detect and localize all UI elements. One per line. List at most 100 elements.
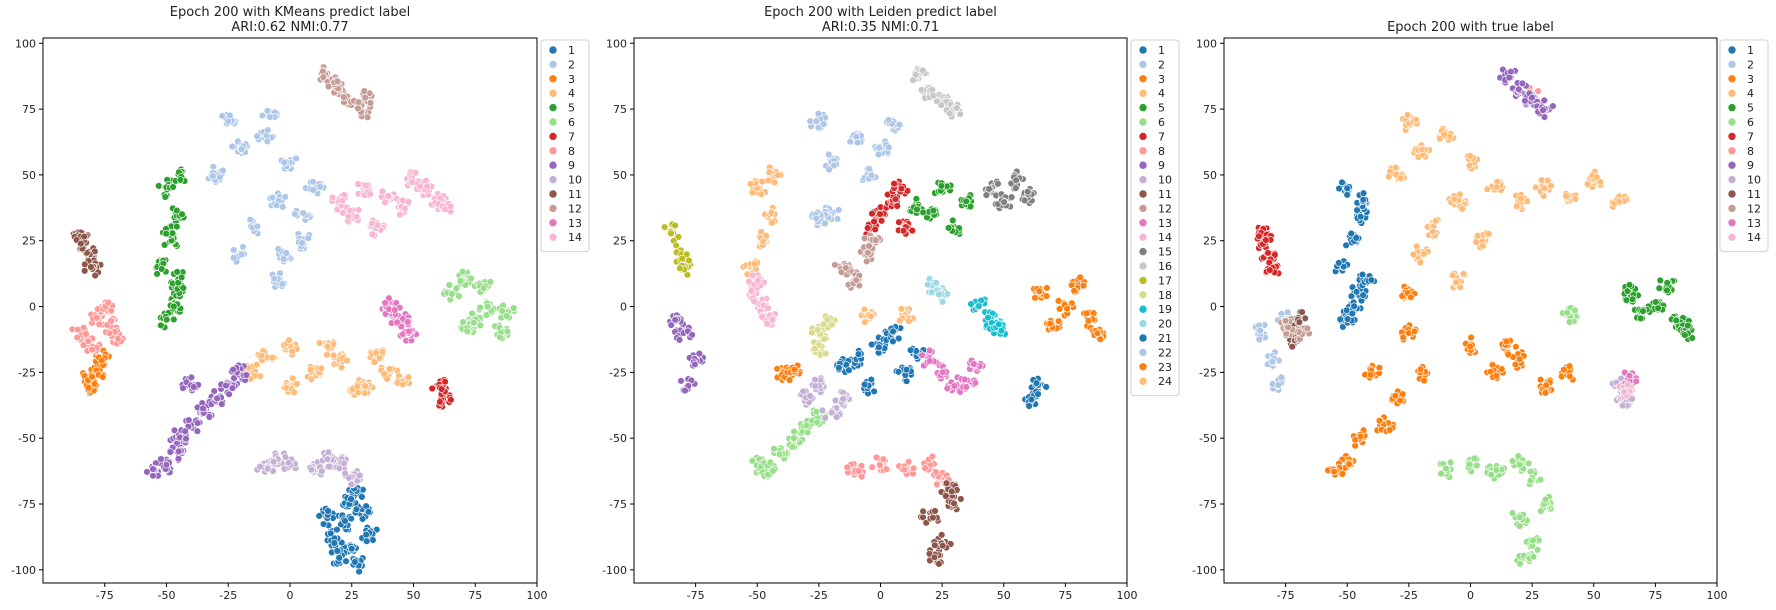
- scatter-point: [932, 279, 940, 287]
- scatter-point: [307, 466, 316, 474]
- scatter-point: [671, 221, 679, 230]
- scatter-point: [173, 268, 181, 276]
- legend-label: 5: [568, 102, 575, 115]
- scatter-point: [1281, 317, 1290, 325]
- cluster-13: [918, 346, 987, 396]
- scatter-point: [825, 150, 833, 159]
- legend-marker: [1138, 218, 1148, 228]
- legend-label: 22: [1158, 346, 1172, 359]
- scatter-point: [821, 414, 829, 422]
- scatter-point: [827, 408, 836, 417]
- scatter-point: [362, 181, 370, 190]
- scatter-point: [470, 319, 478, 327]
- scatter-point: [510, 304, 518, 312]
- scatter-point: [346, 206, 354, 215]
- scatter-point: [942, 479, 951, 487]
- scatter-point: [852, 276, 860, 284]
- cluster-3: [79, 347, 113, 397]
- y-tick-label: -100: [602, 564, 627, 577]
- scatter-point: [1035, 287, 1044, 295]
- scatter-point: [256, 462, 264, 471]
- scatter-point: [821, 219, 829, 228]
- legend-label: 13: [1158, 217, 1172, 230]
- scatter-point: [1266, 266, 1274, 274]
- legend-marker: [548, 175, 558, 184]
- scatter-point: [375, 354, 384, 362]
- scatter-point: [925, 346, 934, 355]
- scatter-point: [884, 116, 893, 124]
- scatter-point: [1403, 111, 1412, 119]
- scatter-point: [445, 281, 453, 289]
- y-tick-label: 25: [22, 235, 36, 248]
- scatter-point: [1512, 202, 1521, 211]
- scatter-point: [281, 193, 289, 201]
- scatter-point: [867, 312, 875, 320]
- legend-label: 4: [1747, 87, 1754, 100]
- scatter-point: [1540, 96, 1549, 105]
- scatter-point: [1479, 242, 1487, 250]
- scatter-point: [1359, 189, 1368, 197]
- scatter-point: [825, 165, 833, 174]
- legend-marker: [1138, 290, 1148, 300]
- legend-marker: [548, 189, 558, 199]
- cluster-2: [806, 109, 904, 184]
- x-tick-label: 0: [287, 589, 294, 602]
- legend-label: 11: [1158, 188, 1172, 201]
- scatter-point: [1472, 238, 1481, 246]
- scatter-point: [950, 382, 959, 390]
- scatter-point: [343, 356, 351, 365]
- scatter-point: [476, 321, 485, 330]
- cluster-17: [660, 220, 694, 279]
- scatter-point: [381, 299, 389, 307]
- scatter-point: [323, 351, 331, 359]
- cluster-13: [378, 294, 420, 345]
- cluster-11: [917, 479, 965, 568]
- scatter-point: [671, 316, 679, 324]
- scatter-point: [229, 365, 237, 374]
- legend-label: 12: [1747, 202, 1761, 215]
- scatter-point: [364, 508, 373, 516]
- legend-marker: [1138, 276, 1148, 285]
- y-tick-label: 25: [1203, 235, 1217, 248]
- legend-marker: [1138, 189, 1148, 199]
- legend-label: 6: [1747, 116, 1754, 129]
- scatter-point: [975, 302, 983, 310]
- x-tick-label: -75: [1277, 589, 1295, 602]
- scatter-point: [263, 137, 271, 146]
- scatter-point: [929, 513, 937, 522]
- scatter-point: [170, 315, 178, 324]
- cluster-9: [143, 361, 251, 480]
- scatter-point: [107, 317, 115, 325]
- cluster-3: [1324, 283, 1577, 479]
- scatter-point: [193, 419, 202, 427]
- legend-marker: [1138, 146, 1148, 156]
- scatter-point: [758, 177, 766, 186]
- scatter-point: [280, 159, 288, 167]
- scatter-point: [893, 202, 901, 210]
- scatter-point: [1042, 383, 1050, 391]
- scatter-point: [1042, 292, 1051, 300]
- scatter-point: [1492, 372, 1501, 380]
- legend-marker: [1727, 117, 1737, 127]
- scatter-point: [107, 307, 115, 315]
- scatter-point: [681, 386, 689, 395]
- scatter-point: [298, 239, 306, 247]
- scatter-point: [1541, 495, 1550, 504]
- scatter-point: [831, 396, 840, 405]
- scatter-point: [1330, 467, 1338, 476]
- scatter-point: [931, 507, 939, 515]
- legend-label: 2: [568, 58, 575, 71]
- scatter-point: [895, 120, 904, 129]
- cluster-7: [1253, 224, 1283, 277]
- scatter-point: [931, 541, 939, 549]
- scatter-point: [889, 327, 897, 335]
- scatter-point: [88, 345, 96, 354]
- scatter-point: [285, 336, 293, 344]
- legend-label: 6: [1158, 116, 1165, 129]
- cluster-7: [862, 177, 916, 238]
- scatter-point: [405, 327, 413, 336]
- scatter-point: [1505, 73, 1514, 82]
- scatter-point: [908, 226, 916, 235]
- chart-panel-2: Epoch 200 with Leiden predict labelARI:0…: [602, 5, 1180, 602]
